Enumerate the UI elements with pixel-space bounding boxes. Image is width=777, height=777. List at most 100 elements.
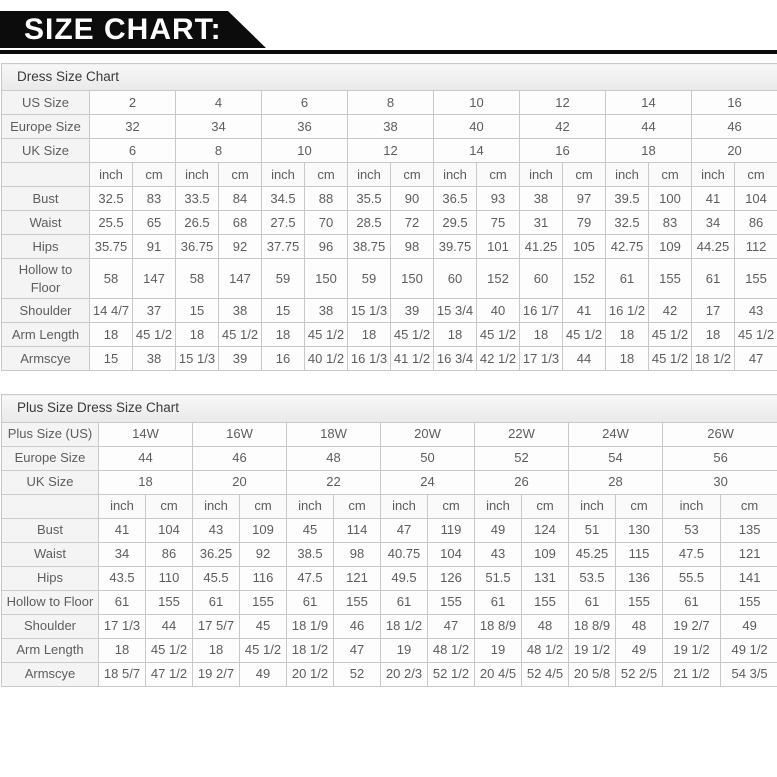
unit-label-cell: cm — [562, 162, 606, 188]
measurement-value-cell: 147 — [132, 258, 176, 300]
row-label: Hips — [1, 234, 90, 260]
measurement-value-cell: 48 — [615, 613, 663, 639]
measurement-row: Arm Length 18 45 1/2 18 45 1/2 18 1/2 47 19 48 1… — [1, 637, 777, 663]
measurement-value-cell: 47 — [333, 637, 381, 663]
measurement-value-cell: 121 — [719, 541, 777, 567]
row-label: Shoulder — [1, 298, 90, 324]
measurement-value-cell: 35.5 — [347, 186, 391, 212]
measurement-value-cell: 45 1/2 — [218, 322, 262, 348]
measurement-value-cell: 20 5/8 — [568, 661, 616, 687]
size-header-row: Europe Size 44 46 48 50 52 54 56 — [1, 445, 777, 471]
measurement-value-cell: 65 — [132, 210, 176, 236]
row-label: Shoulder — [1, 613, 99, 639]
measurement-value-cell: 41 — [98, 517, 146, 543]
measurement-value-cell: 18 — [605, 346, 649, 372]
measurement-value-cell: 27.5 — [261, 210, 305, 236]
measurement-value-cell: 40 — [476, 298, 520, 324]
measurement-value-cell: 155 — [239, 589, 287, 615]
measurement-value-cell: 72 — [390, 210, 434, 236]
measurement-value-cell: 61 — [662, 589, 721, 615]
measurement-value-cell: 93 — [476, 186, 520, 212]
measurement-value-cell: 86 — [145, 541, 193, 567]
measurement-value-cell: 42.75 — [605, 234, 649, 260]
measurement-row: Armscye 15 38 15 1/3 39 16 40 1/2 16 1/3 41 1/2 1… — [1, 346, 777, 372]
measurement-value-cell: 39.5 — [605, 186, 649, 212]
measurement-row: Hips 43.5 110 45.5 116 47.5 121 49.5 126 51.5 131 5… — [1, 565, 777, 591]
table-caption: Dress Size Chart — [0, 62, 777, 92]
row-label: Arm Length — [1, 637, 99, 663]
measurement-value-cell: 60 — [433, 258, 477, 300]
size-value-cell: 22 — [286, 469, 381, 495]
measurement-value-cell: 59 — [347, 258, 391, 300]
measurement-value-cell: 61 — [568, 589, 616, 615]
size-value-cell: 46 — [192, 445, 287, 471]
measurement-value-cell: 150 — [304, 258, 348, 300]
measurement-value-cell: 43 — [474, 541, 522, 567]
unit-label-cell: inch — [175, 162, 219, 188]
row-label: Arm Length — [1, 322, 90, 348]
measurement-value-cell: 48 1/2 — [427, 637, 475, 663]
measurement-value-cell: 130 — [615, 517, 663, 543]
unit-label-cell: cm — [239, 493, 287, 519]
measurement-value-cell: 75 — [476, 210, 520, 236]
measurement-value-cell: 155 — [648, 258, 692, 300]
measurement-value-cell: 61 — [380, 589, 428, 615]
size-value-cell: 38 — [347, 114, 434, 140]
measurement-value-cell: 47.5 — [286, 565, 334, 591]
row-label: UK Size — [1, 469, 99, 495]
measurement-value-cell: 16 1/3 — [347, 346, 391, 372]
measurement-value-cell: 92 — [239, 541, 287, 567]
measurement-row: Bust 41 104 43 109 45 114 47 119 49 124 51 130 53 135 — [1, 517, 777, 543]
measurement-value-cell: 15 — [89, 346, 133, 372]
measurement-value-cell: 38 — [519, 186, 563, 212]
size-value-cell: 34 — [175, 114, 262, 140]
unit-label-cell: cm — [390, 162, 434, 188]
measurement-value-cell: 47 — [380, 517, 428, 543]
measurement-value-cell: 44 — [562, 346, 606, 372]
measurement-value-cell: 45 1/2 — [648, 322, 692, 348]
size-header-row: UK Size 6 8 10 12 14 16 18 20 — [1, 138, 777, 164]
measurement-row: Waist 25.5 65 26.5 68 27.5 70 28.5 72 29.5 75 31 79 3… — [1, 210, 777, 236]
measurement-row: Shoulder 17 1/3 44 17 5/7 45 18 1/9 46 18 1/2 47… — [1, 613, 777, 639]
measurement-value-cell: 15 — [175, 298, 219, 324]
measurement-value-cell: 19 1/2 — [662, 637, 721, 663]
size-value-cell: 2 — [89, 90, 176, 116]
row-label: Hollow to Floor — [1, 258, 90, 300]
size-value-cell: 22W — [474, 421, 569, 447]
unit-label-cell: inch — [691, 162, 735, 188]
unit-label-cell: inch — [568, 493, 616, 519]
size-value-cell: 18 — [98, 469, 193, 495]
measurement-value-cell: 18 1/9 — [286, 613, 334, 639]
measurement-value-cell: 18 8/9 — [568, 613, 616, 639]
measurement-value-cell: 47 — [427, 613, 475, 639]
unit-label-cell: inch — [380, 493, 428, 519]
measurement-value-cell: 15 1/3 — [347, 298, 391, 324]
measurement-value-cell: 34 — [98, 541, 146, 567]
measurement-value-cell: 38.75 — [347, 234, 391, 260]
measurement-row: Arm Length 18 45 1/2 18 45 1/2 18 45 1/2 18 45 1… — [1, 322, 777, 348]
measurement-value-cell: 96 — [304, 234, 348, 260]
measurement-value-cell: 115 — [615, 541, 663, 567]
size-value-cell: 54 — [568, 445, 663, 471]
measurement-value-cell: 135 — [719, 517, 777, 543]
unit-label-cell: inch — [192, 493, 240, 519]
measurement-value-cell: 40.75 — [380, 541, 428, 567]
measurement-value-cell: 15 1/3 — [175, 346, 219, 372]
measurement-value-cell: 39 — [390, 298, 434, 324]
size-value-cell: 52 — [474, 445, 569, 471]
measurement-value-cell: 110 — [145, 565, 193, 591]
measurement-row: Shoulder 14 4/7 37 15 38 15 38 15 1/3 39 15 3/4 40… — [1, 298, 777, 324]
measurement-row: Bust 32.5 83 33.5 84 34.5 88 35.5 90 36.5 93 38 97 39… — [1, 186, 777, 212]
unit-label-cell: inch — [433, 162, 477, 188]
size-value-cell: 20 — [192, 469, 287, 495]
row-label: Bust — [1, 186, 90, 212]
size-value-cell: 8 — [175, 138, 262, 164]
measurement-value-cell: 53.5 — [568, 565, 616, 591]
measurement-value-cell: 16 1/7 — [519, 298, 563, 324]
measurement-value-cell: 53 — [662, 517, 721, 543]
row-label: Waist — [1, 210, 90, 236]
measurement-value-cell: 41 — [562, 298, 606, 324]
measurement-value-cell: 18 8/9 — [474, 613, 522, 639]
size-value-cell: 46 — [690, 114, 777, 140]
measurement-value-cell: 54 3/5 — [719, 661, 777, 687]
